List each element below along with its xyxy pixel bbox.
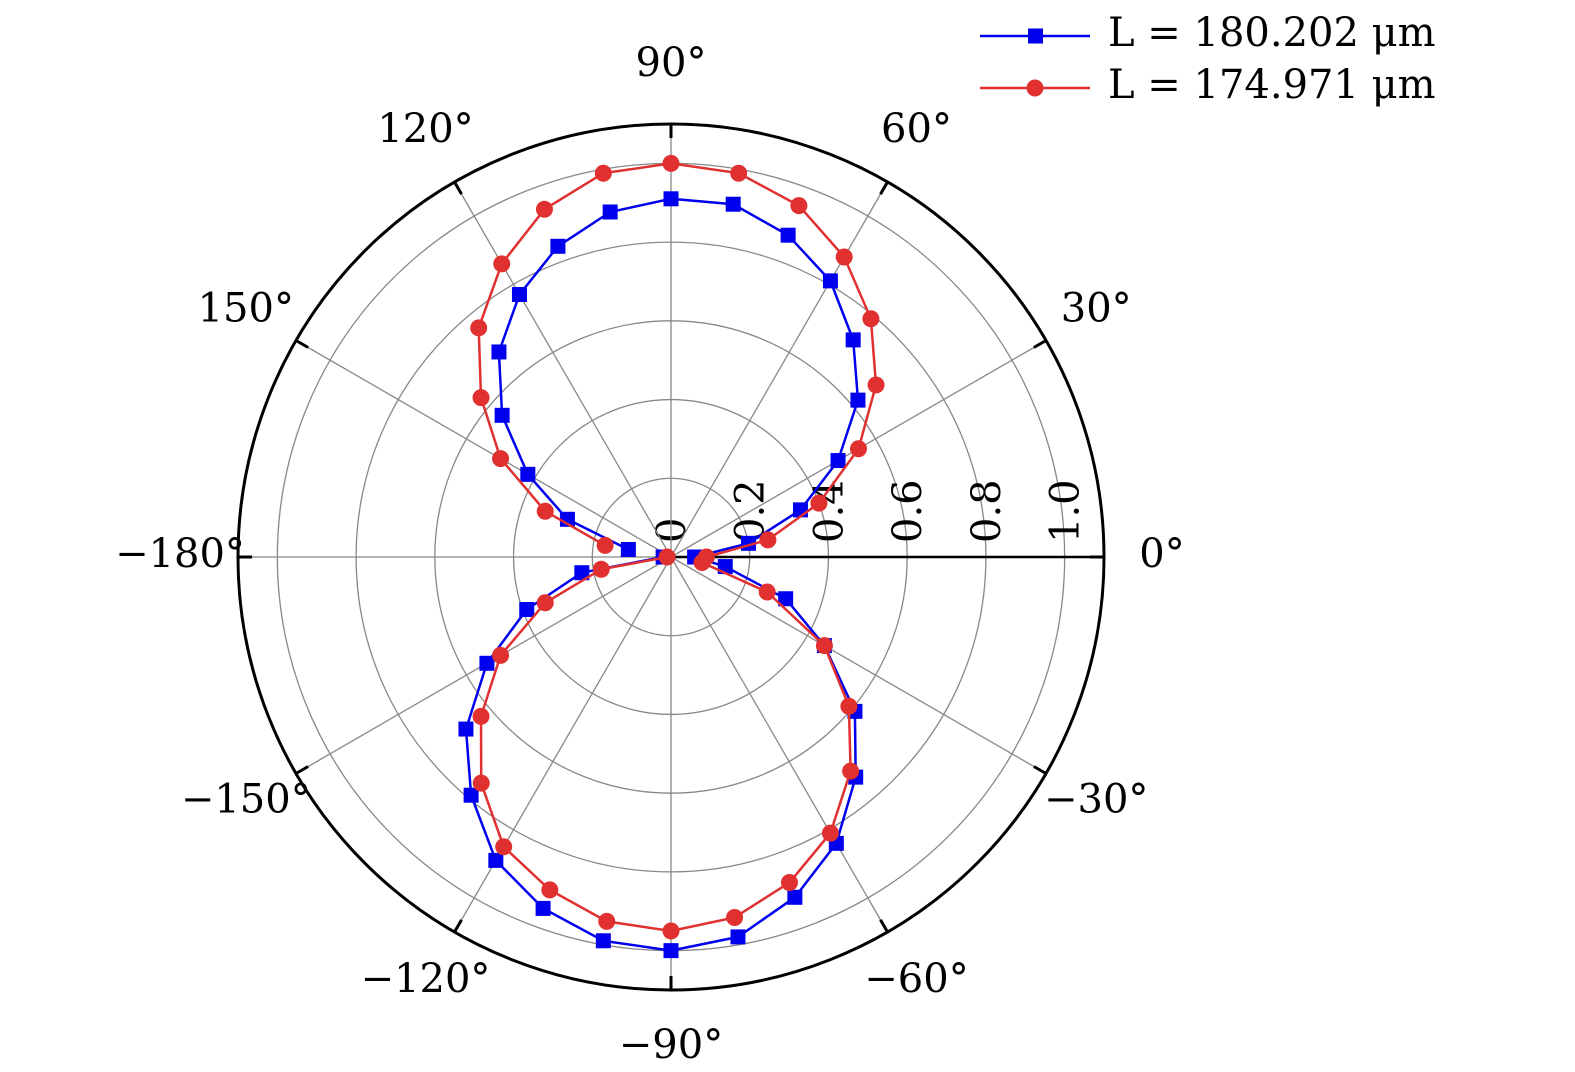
data-point: [491, 344, 507, 360]
data-point: [726, 909, 744, 927]
data-point: [787, 889, 803, 905]
theta-tick-label: −150°: [181, 777, 311, 823]
data-point: [830, 453, 846, 469]
data-point: [535, 900, 551, 916]
r-tick-label: 1.0: [1043, 479, 1089, 543]
data-point: [662, 154, 680, 172]
data-point: [495, 838, 513, 856]
data-point: [725, 196, 741, 212]
data-point: [536, 594, 554, 612]
data-point: [849, 440, 867, 458]
legend-marker: [1028, 28, 1043, 44]
legend-label: L = 180.202 μm: [1108, 10, 1436, 56]
data-point: [458, 721, 474, 737]
data-point: [520, 466, 536, 482]
theta-tick: [1033, 339, 1047, 349]
data-point: [790, 197, 808, 215]
data-point: [472, 707, 490, 725]
theta-tick-label: 60°: [881, 106, 952, 152]
data-point: [472, 389, 490, 407]
data-point: [472, 774, 490, 792]
data-point: [574, 565, 590, 581]
grid-spoke: [670, 556, 1047, 775]
theta-tick-label: −60°: [864, 956, 968, 1002]
data-point: [815, 637, 833, 655]
data-point: [493, 255, 511, 273]
data-point: [594, 164, 612, 182]
theta-tick: [453, 919, 463, 933]
data-point: [862, 310, 880, 328]
theta-tick-label: 150°: [198, 286, 294, 332]
legend-label: L = 174.971 μm: [1108, 62, 1436, 108]
theta-tick-label: 90°: [636, 40, 707, 86]
data-point: [850, 392, 866, 408]
r-tick-label: 0.8: [964, 479, 1010, 543]
data-point: [592, 560, 610, 578]
data-point: [620, 541, 636, 557]
data-point: [840, 697, 858, 715]
data-point: [535, 200, 553, 218]
data-point: [596, 536, 614, 554]
data-point: [494, 407, 510, 423]
data-point: [463, 787, 479, 803]
theta-tick-label: 30°: [1061, 286, 1132, 332]
grid-spoke: [453, 181, 672, 558]
theta-tick-label: −120°: [361, 956, 491, 1002]
theta-tick-label: −90°: [619, 1022, 723, 1068]
data-point: [845, 332, 861, 348]
data-point: [663, 191, 679, 207]
theta-tick-label: −30°: [1044, 777, 1148, 823]
theta-tick-label: 120°: [377, 106, 473, 152]
data-point: [595, 933, 611, 949]
theta-tick: [879, 919, 889, 933]
data-point: [780, 874, 798, 892]
data-point: [663, 943, 679, 959]
data-point: [730, 929, 746, 945]
theta-tick: [295, 339, 309, 349]
data-point: [492, 646, 510, 664]
data-point: [780, 227, 796, 243]
data-point: [758, 583, 776, 601]
data-point: [778, 591, 794, 607]
data-point: [835, 248, 853, 266]
theta-tick: [879, 181, 889, 195]
data-point: [759, 531, 777, 549]
theta-tick: [453, 181, 463, 195]
data-point: [511, 287, 527, 303]
grid-spoke: [670, 556, 889, 933]
data-point: [810, 494, 828, 512]
data-point: [821, 824, 839, 842]
data-point: [479, 655, 495, 671]
theta-tick: [295, 765, 309, 775]
data-point: [602, 204, 618, 220]
grid-spoke: [295, 339, 672, 558]
data-point: [519, 602, 535, 618]
series-line: [464, 197, 860, 952]
legend-marker: [1026, 79, 1044, 97]
grid-spoke: [670, 181, 889, 558]
data-point: [536, 502, 554, 520]
data-point: [598, 912, 616, 930]
r-tick-label: 0.6: [885, 479, 931, 543]
data-point: [658, 548, 676, 566]
data-point: [867, 376, 885, 394]
theta-tick: [1033, 765, 1047, 775]
data-point: [541, 881, 559, 899]
data-point: [470, 319, 488, 337]
theta-tick-label: −180°: [115, 531, 245, 577]
r-tick-label: 0: [649, 518, 695, 543]
data-point: [488, 852, 504, 868]
grid-spoke: [453, 556, 672, 933]
data-point: [842, 762, 860, 780]
data-point: [662, 922, 680, 940]
theta-tick-label: 0°: [1139, 531, 1184, 577]
data-point: [822, 273, 838, 289]
data-point: [730, 164, 748, 182]
data-point: [697, 548, 715, 566]
data-point: [492, 450, 510, 468]
data-point: [550, 238, 566, 254]
